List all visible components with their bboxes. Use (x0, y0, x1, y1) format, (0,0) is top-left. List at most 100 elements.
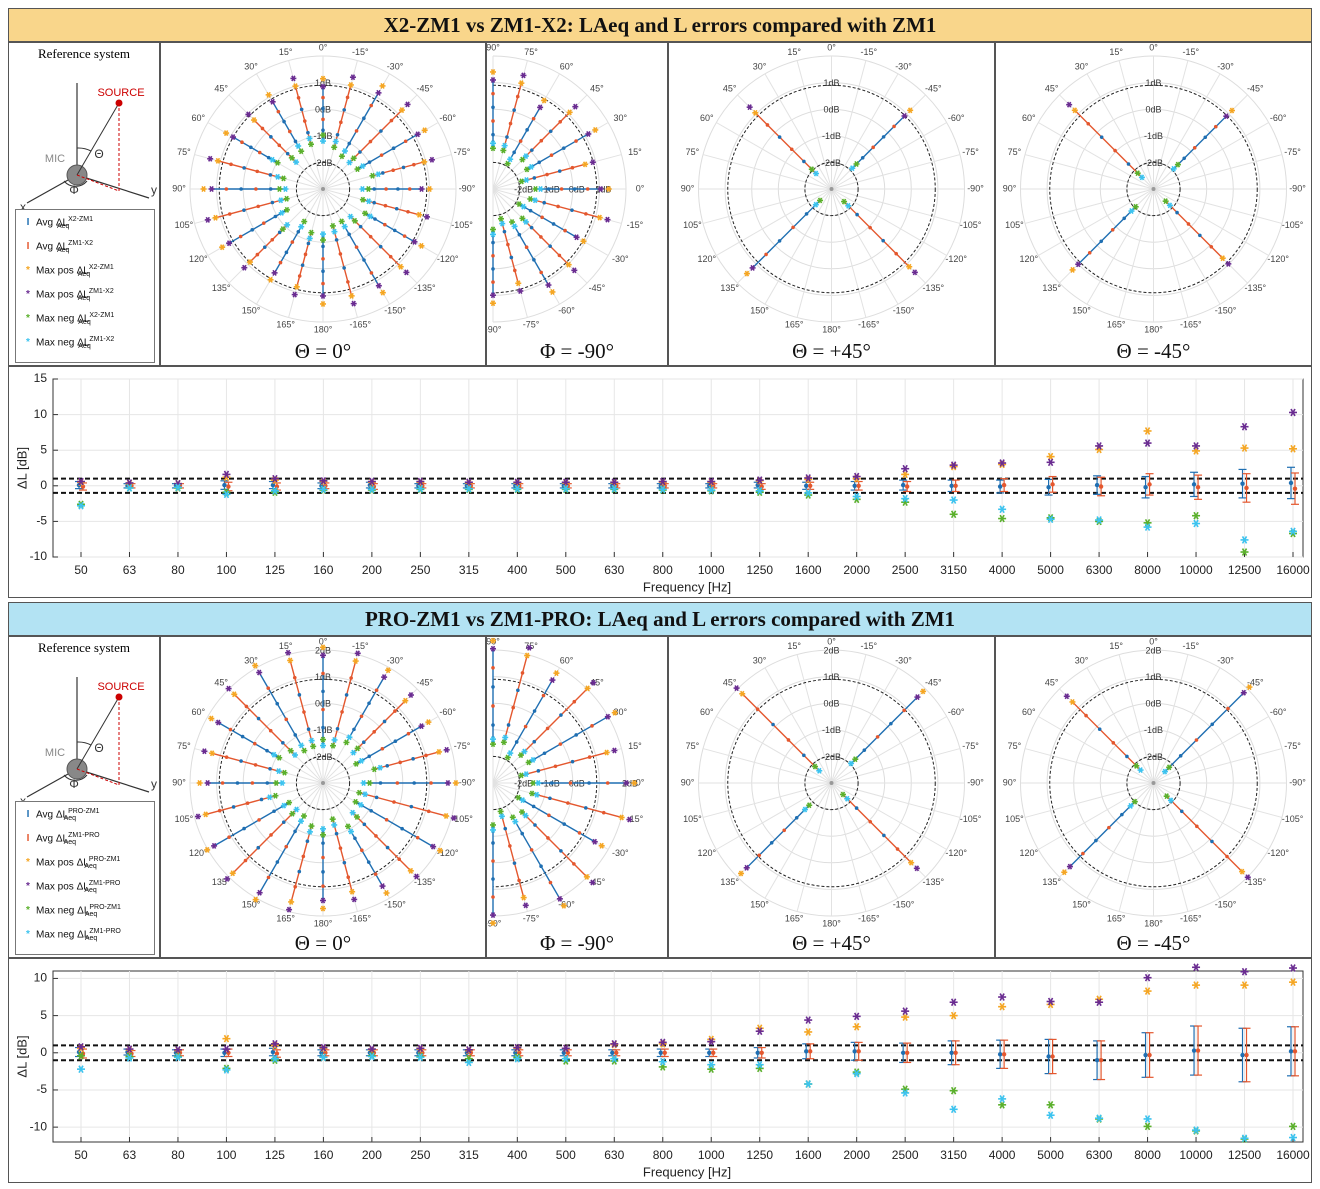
star-stroke (404, 269, 409, 276)
star-marker (331, 736, 338, 743)
star-stroke (520, 215, 525, 222)
star-stroke (417, 484, 424, 493)
star-stroke (490, 741, 496, 748)
star-marker (297, 818, 304, 825)
star-marker (202, 811, 209, 818)
star-stroke (320, 644, 326, 651)
y-label: y (151, 777, 157, 791)
avg-marker (277, 143, 282, 148)
star-stroke (350, 809, 355, 816)
avg-marker (353, 836, 357, 841)
avg-marker (491, 105, 495, 110)
star-stroke (519, 809, 525, 816)
angle-tick-label: -30° (1217, 61, 1234, 71)
legend-label: Avg ΔL (36, 217, 69, 229)
star-stroke (498, 808, 503, 815)
angle-tick-label: 90° (487, 43, 500, 52)
ring-label: -1dB (822, 725, 841, 735)
star-stroke (500, 220, 505, 227)
star-marker (561, 1044, 570, 1053)
star-marker (852, 1012, 861, 1021)
avg-point (1240, 481, 1245, 486)
avg-point (1001, 482, 1007, 488)
angle-tick-label: 0° (319, 637, 328, 646)
star-marker (246, 259, 253, 266)
star-marker (245, 111, 252, 118)
star-stroke (320, 485, 327, 494)
grid-spoke (1153, 60, 1189, 190)
star-marker (331, 228, 338, 235)
avg-marker (524, 245, 529, 250)
star-marker (319, 485, 328, 494)
star-marker (367, 485, 376, 494)
star-marker (365, 198, 372, 205)
star-stroke (1064, 693, 1069, 700)
avg-marker (514, 740, 519, 744)
radial-error-bar (531, 792, 622, 819)
avg-marker (1178, 754, 1183, 758)
star-stroke (490, 826, 496, 833)
star-stroke (251, 117, 257, 124)
star-stroke (812, 763, 818, 770)
avg-marker (344, 693, 349, 697)
grid-spoke (1038, 122, 1154, 190)
avg-marker (269, 135, 273, 139)
angle-tick-label: -135° (923, 283, 945, 293)
avg-marker (268, 728, 273, 733)
star-stroke (288, 747, 293, 754)
radial-error-bar (512, 816, 561, 900)
star-stroke (524, 177, 529, 184)
star-marker (204, 780, 211, 786)
x-tick-label: 4000 (989, 563, 1016, 577)
avg-marker (392, 800, 396, 804)
star-stroke (1239, 868, 1245, 875)
star-stroke (612, 709, 617, 716)
star-stroke (429, 156, 435, 163)
star-stroke (195, 813, 201, 820)
star-stroke (1128, 802, 1133, 809)
radial-error-bar (507, 679, 554, 758)
star-marker (571, 267, 578, 274)
legend-superscript: X2-ZM1 (68, 216, 93, 223)
star-marker (541, 97, 548, 104)
star-stroke (205, 780, 210, 786)
star-stroke (330, 742, 336, 749)
star-stroke (757, 476, 763, 484)
star-marker (223, 130, 230, 137)
avg-marker (523, 724, 528, 729)
polar-chart-theta-0: 0° -15°-30°-45°-60°-75°-90°-105°-120°-135… (172, 43, 476, 333)
star-marker (353, 813, 360, 820)
star-stroke (516, 794, 521, 801)
avg-marker (557, 169, 562, 173)
star-stroke (293, 83, 298, 90)
avg-marker (321, 707, 325, 712)
avg-marker (881, 135, 886, 139)
radial-error-bar (502, 82, 523, 151)
star-marker (77, 501, 85, 510)
star-symbol-icon: * (26, 905, 30, 917)
star-marker (293, 806, 300, 813)
x-tick-label: 250 (410, 563, 430, 577)
star-marker (566, 109, 573, 116)
radial-error-bar (842, 793, 912, 864)
avg-marker (491, 119, 495, 123)
star-marker (707, 477, 716, 486)
angle-tick-label: 165° (1107, 320, 1126, 330)
star-stroke (612, 747, 617, 754)
star-marker (949, 496, 958, 504)
angle-tick-label: 180° (1144, 324, 1163, 333)
star-marker (1143, 1115, 1152, 1123)
star-marker (241, 264, 248, 271)
origin-marker (1151, 187, 1156, 191)
avg-point (1143, 485, 1148, 490)
star-marker (1289, 408, 1297, 417)
star-stroke (554, 670, 559, 677)
angle-tick-label: -15° (352, 47, 369, 57)
star-stroke (1241, 422, 1248, 431)
star-marker (513, 484, 522, 493)
star-marker (1127, 802, 1134, 809)
angle-tick-label: 30° (613, 113, 627, 123)
angle-tick-label: -135° (1245, 877, 1267, 887)
star-symbol-icon: * (26, 289, 30, 301)
star-marker (345, 823, 352, 830)
